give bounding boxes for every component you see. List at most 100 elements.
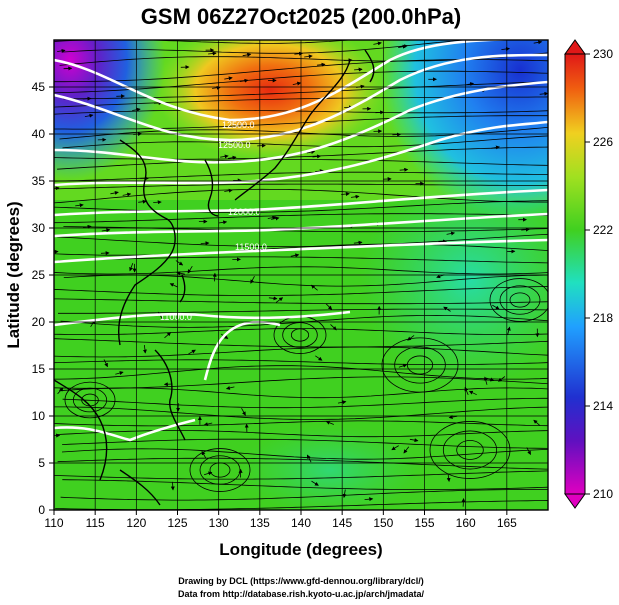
streamline-eddy (429, 421, 511, 479)
streamline-eddy (509, 292, 531, 308)
streamline-arrow (304, 54, 313, 59)
streamline-arrow (188, 349, 196, 355)
streamline-arrow (218, 220, 228, 225)
coastline-japan-north (364, 49, 375, 83)
x-axis-ticks: 110 115 120 125 130 135 140 145 150 155 160 165 (44, 510, 517, 530)
contour-label-4: 11500.0 (235, 242, 267, 252)
coastline-borneo (119, 469, 161, 506)
y-tick-label: 25 (32, 268, 46, 282)
x-tick-label: 145 (332, 516, 352, 530)
streamline-arrow (54, 186, 60, 191)
plot-area: 12500.0 12500.0 12000.0 11500.0 11000.0 (54, 40, 548, 510)
streamline-arrow (315, 169, 324, 174)
x-tick-label: 110 (44, 516, 63, 530)
gridlines (54, 40, 548, 510)
map-title: GSM 06Z27Oct2025 (200.0hPa) (141, 4, 461, 29)
streamline-eddy (442, 430, 498, 470)
streamline (54, 213, 548, 224)
streamline-arrow (311, 480, 319, 486)
streamline-arrow (84, 113, 94, 118)
colorbar-tick-label: 218 (593, 311, 613, 325)
streamline-arrow (169, 283, 178, 288)
streamline-arrow (82, 96, 92, 101)
height-contour-1 (54, 40, 524, 122)
streamline-arrow (526, 447, 531, 455)
streamline-arrow (364, 497, 374, 502)
streamline-arrow (153, 200, 162, 205)
streamline-arrow (501, 46, 510, 51)
streamline (61, 40, 471, 54)
streamline-arrow (275, 297, 284, 303)
y-axis-ticks: 0 5 10 15 20 25 30 35 40 45 (32, 80, 54, 517)
streamline-arrow (82, 224, 92, 229)
contour-label-5: 11000.0 (160, 312, 192, 322)
streamline-arrow (103, 359, 108, 368)
streamline-arrow (115, 371, 124, 375)
streamline (54, 365, 548, 380)
streamline (54, 109, 548, 115)
streamline (54, 200, 548, 213)
streamline-arrow (533, 419, 541, 426)
streamline-arrow (491, 145, 500, 150)
colorbar-tick-label: 214 (593, 399, 613, 413)
streamline-arrow (325, 303, 333, 310)
streamline-arrow (208, 51, 217, 56)
colorbar-ticks: 210 214 218 222 226 230 (585, 47, 613, 501)
height-contour-2 (54, 53, 548, 142)
streamline (54, 96, 548, 108)
streamline-arrow (506, 326, 511, 336)
streamline-eddy (199, 455, 241, 485)
height-contours (54, 40, 548, 442)
coastline-taiwan (179, 274, 186, 303)
streamline-arrow (446, 473, 451, 482)
streamline-arrow (267, 215, 277, 220)
streamline-arrow (306, 454, 312, 463)
cold-area-northwest (54, 40, 165, 180)
x-tick-label: 115 (86, 516, 105, 530)
streamline-arrow (353, 240, 363, 245)
streamline-arrow (446, 231, 456, 236)
streamline (62, 438, 548, 449)
streamline-arrow (250, 276, 255, 284)
streamline-arrow (129, 263, 134, 272)
x-axis-label: Longitude (degrees) (219, 540, 382, 559)
streamline-arrow (242, 52, 252, 57)
coastline-asia (118, 139, 176, 346)
streamline-arrow (203, 422, 213, 427)
streamline-arrow (57, 387, 64, 395)
streamline-arrow (241, 408, 246, 416)
streamline-arrow (539, 91, 548, 96)
streamline (57, 457, 548, 470)
streamline-arrow (409, 438, 419, 443)
x-tick-label: 125 (167, 516, 187, 530)
y-tick-label: 45 (32, 80, 46, 94)
streamline (54, 338, 548, 348)
y-tick-label: 0 (38, 503, 45, 517)
streamline-arrow (341, 192, 350, 197)
streamline-arrow (325, 420, 334, 425)
streamline-arrow (268, 296, 278, 301)
streamline (60, 489, 548, 501)
streamline-arrow (533, 40, 543, 45)
height-contour-7 (54, 238, 548, 264)
streamline-arrow (315, 355, 323, 361)
streamline (54, 171, 548, 182)
streamline-arrow (175, 260, 184, 266)
streamline-arrow (200, 241, 210, 246)
colorbar-body (564, 53, 586, 495)
height-contour-4 (54, 120, 548, 187)
streamline-arrow (316, 62, 326, 67)
streamline-arrow (521, 227, 530, 232)
streamline-arrow (57, 48, 66, 53)
colorbar-tick-label: 226 (593, 135, 613, 149)
streamline-arrow (330, 324, 337, 331)
colorbar-bottom-triangle (564, 493, 586, 509)
y-tick-label: 20 (32, 315, 46, 329)
x-tick-label: 150 (373, 516, 393, 530)
streamline (55, 430, 548, 438)
streamline-arrow (164, 332, 172, 339)
streamline (62, 397, 548, 409)
streamline (54, 359, 548, 365)
coastline-philippines (154, 349, 186, 441)
